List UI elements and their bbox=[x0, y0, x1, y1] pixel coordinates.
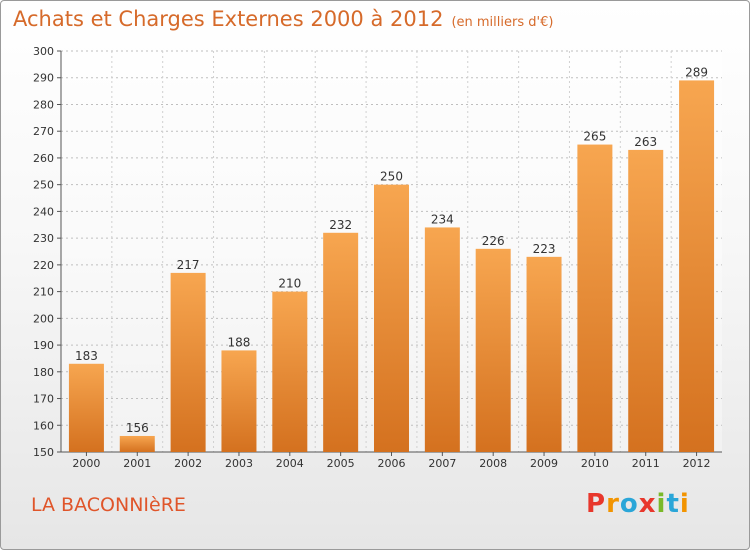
proxiti-logo: Proxiti bbox=[586, 489, 690, 519]
logo-letter: x bbox=[638, 489, 657, 519]
x-tick-label: 2000 bbox=[72, 457, 100, 470]
bar bbox=[323, 232, 359, 452]
city-name: LA BACONNIèRE bbox=[31, 494, 186, 516]
x-tick-label: 2007 bbox=[428, 457, 456, 470]
y-tick-label: 160 bbox=[33, 419, 54, 432]
y-tick-label: 290 bbox=[33, 72, 54, 85]
data-label: 263 bbox=[634, 135, 657, 149]
bar bbox=[679, 80, 715, 452]
x-tick-label: 2004 bbox=[276, 457, 304, 470]
data-label: 188 bbox=[228, 335, 251, 349]
x-tick-label: 2010 bbox=[581, 457, 609, 470]
logo-letter: r bbox=[606, 489, 620, 519]
data-label: 226 bbox=[482, 234, 505, 248]
y-tick-label: 260 bbox=[33, 152, 54, 165]
y-tick-label: 280 bbox=[33, 98, 54, 111]
y-tick-label: 240 bbox=[33, 205, 54, 218]
bar bbox=[221, 350, 257, 452]
y-tick-label: 230 bbox=[33, 232, 54, 245]
data-label: 183 bbox=[75, 349, 98, 363]
data-label: 232 bbox=[329, 218, 352, 232]
logo-letter: i bbox=[679, 489, 690, 519]
bar bbox=[628, 149, 664, 452]
data-label: 217 bbox=[177, 258, 200, 272]
logo-letter: i bbox=[656, 489, 667, 519]
data-label: 265 bbox=[583, 130, 606, 144]
x-tick-label: 2001 bbox=[123, 457, 151, 470]
y-tick-label: 180 bbox=[33, 366, 54, 379]
logo-letter: P bbox=[586, 489, 607, 519]
data-label: 250 bbox=[380, 170, 403, 184]
x-tick-label: 2012 bbox=[683, 457, 711, 470]
bar bbox=[577, 144, 613, 453]
y-tick-label: 190 bbox=[33, 339, 54, 352]
bar bbox=[68, 363, 104, 452]
bar bbox=[119, 435, 155, 452]
y-tick-label: 220 bbox=[33, 259, 54, 272]
bar bbox=[424, 227, 460, 452]
data-label: 210 bbox=[278, 277, 301, 291]
bar bbox=[475, 248, 511, 452]
y-tick-label: 270 bbox=[33, 125, 54, 138]
y-tick-label: 200 bbox=[33, 312, 54, 325]
y-tick-label: 170 bbox=[33, 393, 54, 406]
x-tick-label: 2006 bbox=[378, 457, 406, 470]
x-tick-label: 2002 bbox=[174, 457, 202, 470]
data-label: 156 bbox=[126, 421, 149, 435]
y-tick-label: 150 bbox=[33, 446, 54, 459]
x-tick-label: 2008 bbox=[479, 457, 507, 470]
title-unit: (en milliers d'€) bbox=[451, 15, 554, 30]
y-tick-label: 300 bbox=[33, 45, 54, 58]
x-tick-label: 2003 bbox=[225, 457, 253, 470]
bar bbox=[526, 256, 562, 452]
y-tick-label: 210 bbox=[33, 286, 54, 299]
data-label: 234 bbox=[431, 212, 454, 226]
logo-letter: o bbox=[619, 489, 639, 519]
y-tick-label: 250 bbox=[33, 179, 54, 192]
title-text: Achats et Charges Externes 2000 à 2012 bbox=[13, 7, 444, 31]
x-tick-label: 2005 bbox=[327, 457, 355, 470]
x-tick-label: 2011 bbox=[632, 457, 660, 470]
bar bbox=[374, 184, 409, 452]
bar bbox=[272, 291, 308, 452]
data-label: 289 bbox=[685, 65, 708, 79]
bar bbox=[170, 272, 206, 452]
chart-title: Achats et Charges Externes 2000 à 2012 (e… bbox=[13, 7, 553, 31]
x-tick-label: 2009 bbox=[530, 457, 558, 470]
data-label: 223 bbox=[533, 242, 556, 256]
logo-letter: t bbox=[666, 489, 680, 519]
